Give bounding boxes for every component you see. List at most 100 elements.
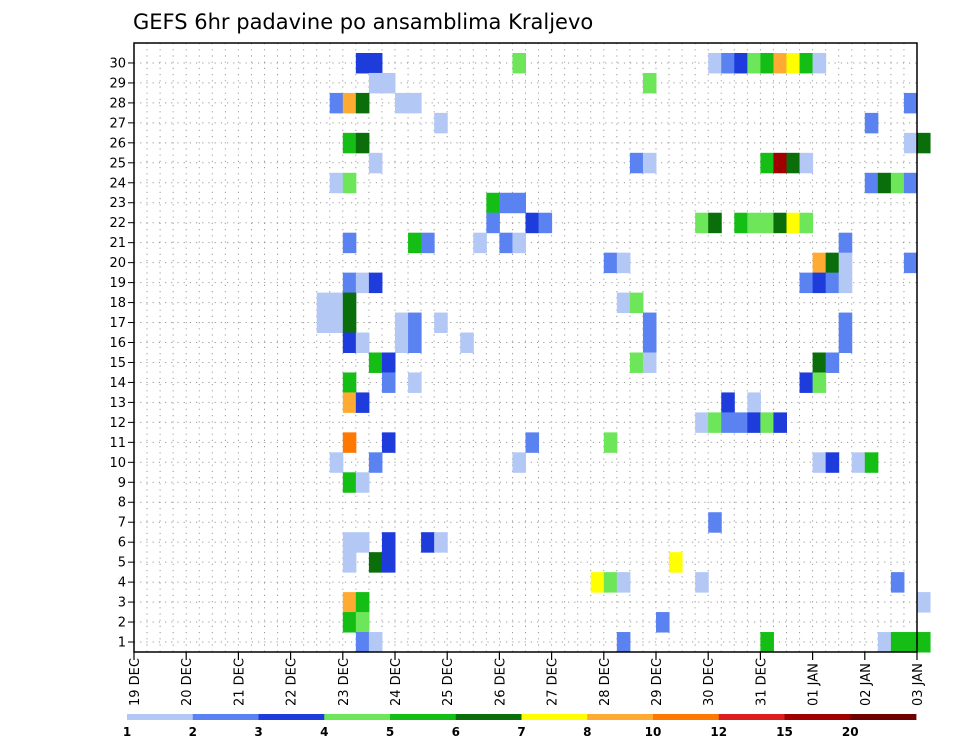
precip-cell xyxy=(773,212,787,234)
precip-cell xyxy=(381,532,396,553)
precip-cell xyxy=(669,552,683,573)
precip-cell xyxy=(877,172,892,194)
y-tick-label: 10 xyxy=(109,456,126,471)
precip-cell xyxy=(917,132,931,154)
precip-cell xyxy=(342,472,357,493)
y-axis-ticks: 1234567891011121314151617181920212223242… xyxy=(109,56,134,651)
precip-cell xyxy=(355,472,370,493)
grid-lines xyxy=(134,43,917,652)
y-tick-label: 18 xyxy=(109,296,126,311)
precip-cell xyxy=(708,52,722,74)
precip-cell xyxy=(342,332,357,353)
precip-cell xyxy=(760,52,774,74)
y-tick-label: 26 xyxy=(109,136,126,151)
precip-cell xyxy=(486,192,500,214)
precip-cell xyxy=(903,172,918,194)
precip-cell xyxy=(355,632,370,653)
precip-cell xyxy=(616,632,631,653)
x-tick-label: 30 DEC xyxy=(702,658,717,706)
x-tick-label: 03 JAN xyxy=(911,663,926,706)
precip-cell xyxy=(734,412,748,433)
y-tick-label: 14 xyxy=(109,376,126,391)
precip-cell xyxy=(355,272,370,294)
y-tick-label: 6 xyxy=(118,536,126,551)
precip-cell xyxy=(642,332,657,353)
legend-label: 3 xyxy=(254,725,262,739)
legend-label: 5 xyxy=(386,725,394,739)
y-tick-label: 19 xyxy=(109,276,126,291)
precip-cell xyxy=(747,392,761,413)
precip-cell xyxy=(538,212,553,234)
x-tick-label: 28 DEC xyxy=(598,658,613,706)
precip-cell xyxy=(656,612,670,633)
precip-cell xyxy=(812,52,827,74)
precip-cell xyxy=(342,552,357,573)
y-tick-label: 17 xyxy=(109,316,126,331)
precip-cell xyxy=(342,292,357,314)
precip-cell xyxy=(434,112,448,134)
y-tick-label: 24 xyxy=(109,176,126,191)
y-tick-label: 3 xyxy=(118,596,126,611)
legend-swatch xyxy=(324,714,391,720)
precip-cell xyxy=(408,332,422,353)
legend-swatch xyxy=(258,714,325,720)
precip-cell xyxy=(903,132,918,154)
precip-cell xyxy=(329,92,344,114)
precip-cell xyxy=(747,52,761,74)
legend-swatch xyxy=(390,714,457,720)
precip-cell xyxy=(395,332,409,353)
precip-cell xyxy=(342,532,357,553)
precip-cell xyxy=(773,52,787,74)
legend-swatch xyxy=(850,714,917,720)
precip-cell xyxy=(877,632,892,653)
precip-cell xyxy=(799,152,814,174)
precip-cell xyxy=(368,552,383,573)
y-tick-label: 30 xyxy=(109,56,126,71)
precip-cell xyxy=(368,52,383,74)
legend-swatch xyxy=(521,714,588,720)
precip-cell xyxy=(512,52,526,74)
precip-cell xyxy=(486,212,500,234)
precip-cell xyxy=(368,632,383,653)
precip-cell xyxy=(368,452,383,473)
precip-cell xyxy=(917,632,931,653)
precip-cell xyxy=(773,152,787,174)
precip-cell xyxy=(786,152,801,174)
precip-cell xyxy=(917,592,931,613)
precip-cell xyxy=(329,312,344,334)
y-tick-label: 12 xyxy=(109,416,126,431)
precip-cell xyxy=(499,192,513,214)
y-tick-label: 27 xyxy=(109,116,126,131)
precip-cell xyxy=(408,92,422,114)
precip-cell xyxy=(747,212,761,234)
precip-cell xyxy=(838,332,853,353)
precip-cell xyxy=(342,592,357,613)
precip-cell xyxy=(890,632,905,653)
precip-cell xyxy=(408,372,422,393)
precip-cell xyxy=(642,152,657,174)
precip-cell xyxy=(838,252,853,274)
precip-cell xyxy=(408,232,422,254)
y-tick-label: 15 xyxy=(109,356,126,371)
precip-cell xyxy=(329,172,344,194)
precip-cell xyxy=(708,412,722,433)
precip-cell xyxy=(799,52,814,74)
precip-cell xyxy=(616,252,631,274)
precip-cell xyxy=(355,392,370,413)
color-legend: 1 2 3 4 5 6 7 8 10 12 15 20 xyxy=(123,714,917,739)
precip-cell xyxy=(825,452,840,473)
precip-cell xyxy=(512,232,526,254)
precip-cell xyxy=(342,232,357,254)
legend-label: 7 xyxy=(517,725,525,739)
y-tick-label: 21 xyxy=(109,236,126,251)
precip-cell xyxy=(473,232,487,254)
y-tick-label: 22 xyxy=(109,216,126,231)
precip-cell xyxy=(721,412,735,433)
x-tick-label: 19 DEC xyxy=(128,658,143,706)
precip-cell xyxy=(342,372,357,393)
legend-swatch xyxy=(455,714,522,720)
precip-cell xyxy=(642,352,657,373)
precip-cell xyxy=(316,312,331,334)
x-tick-label: 27 DEC xyxy=(546,658,561,706)
